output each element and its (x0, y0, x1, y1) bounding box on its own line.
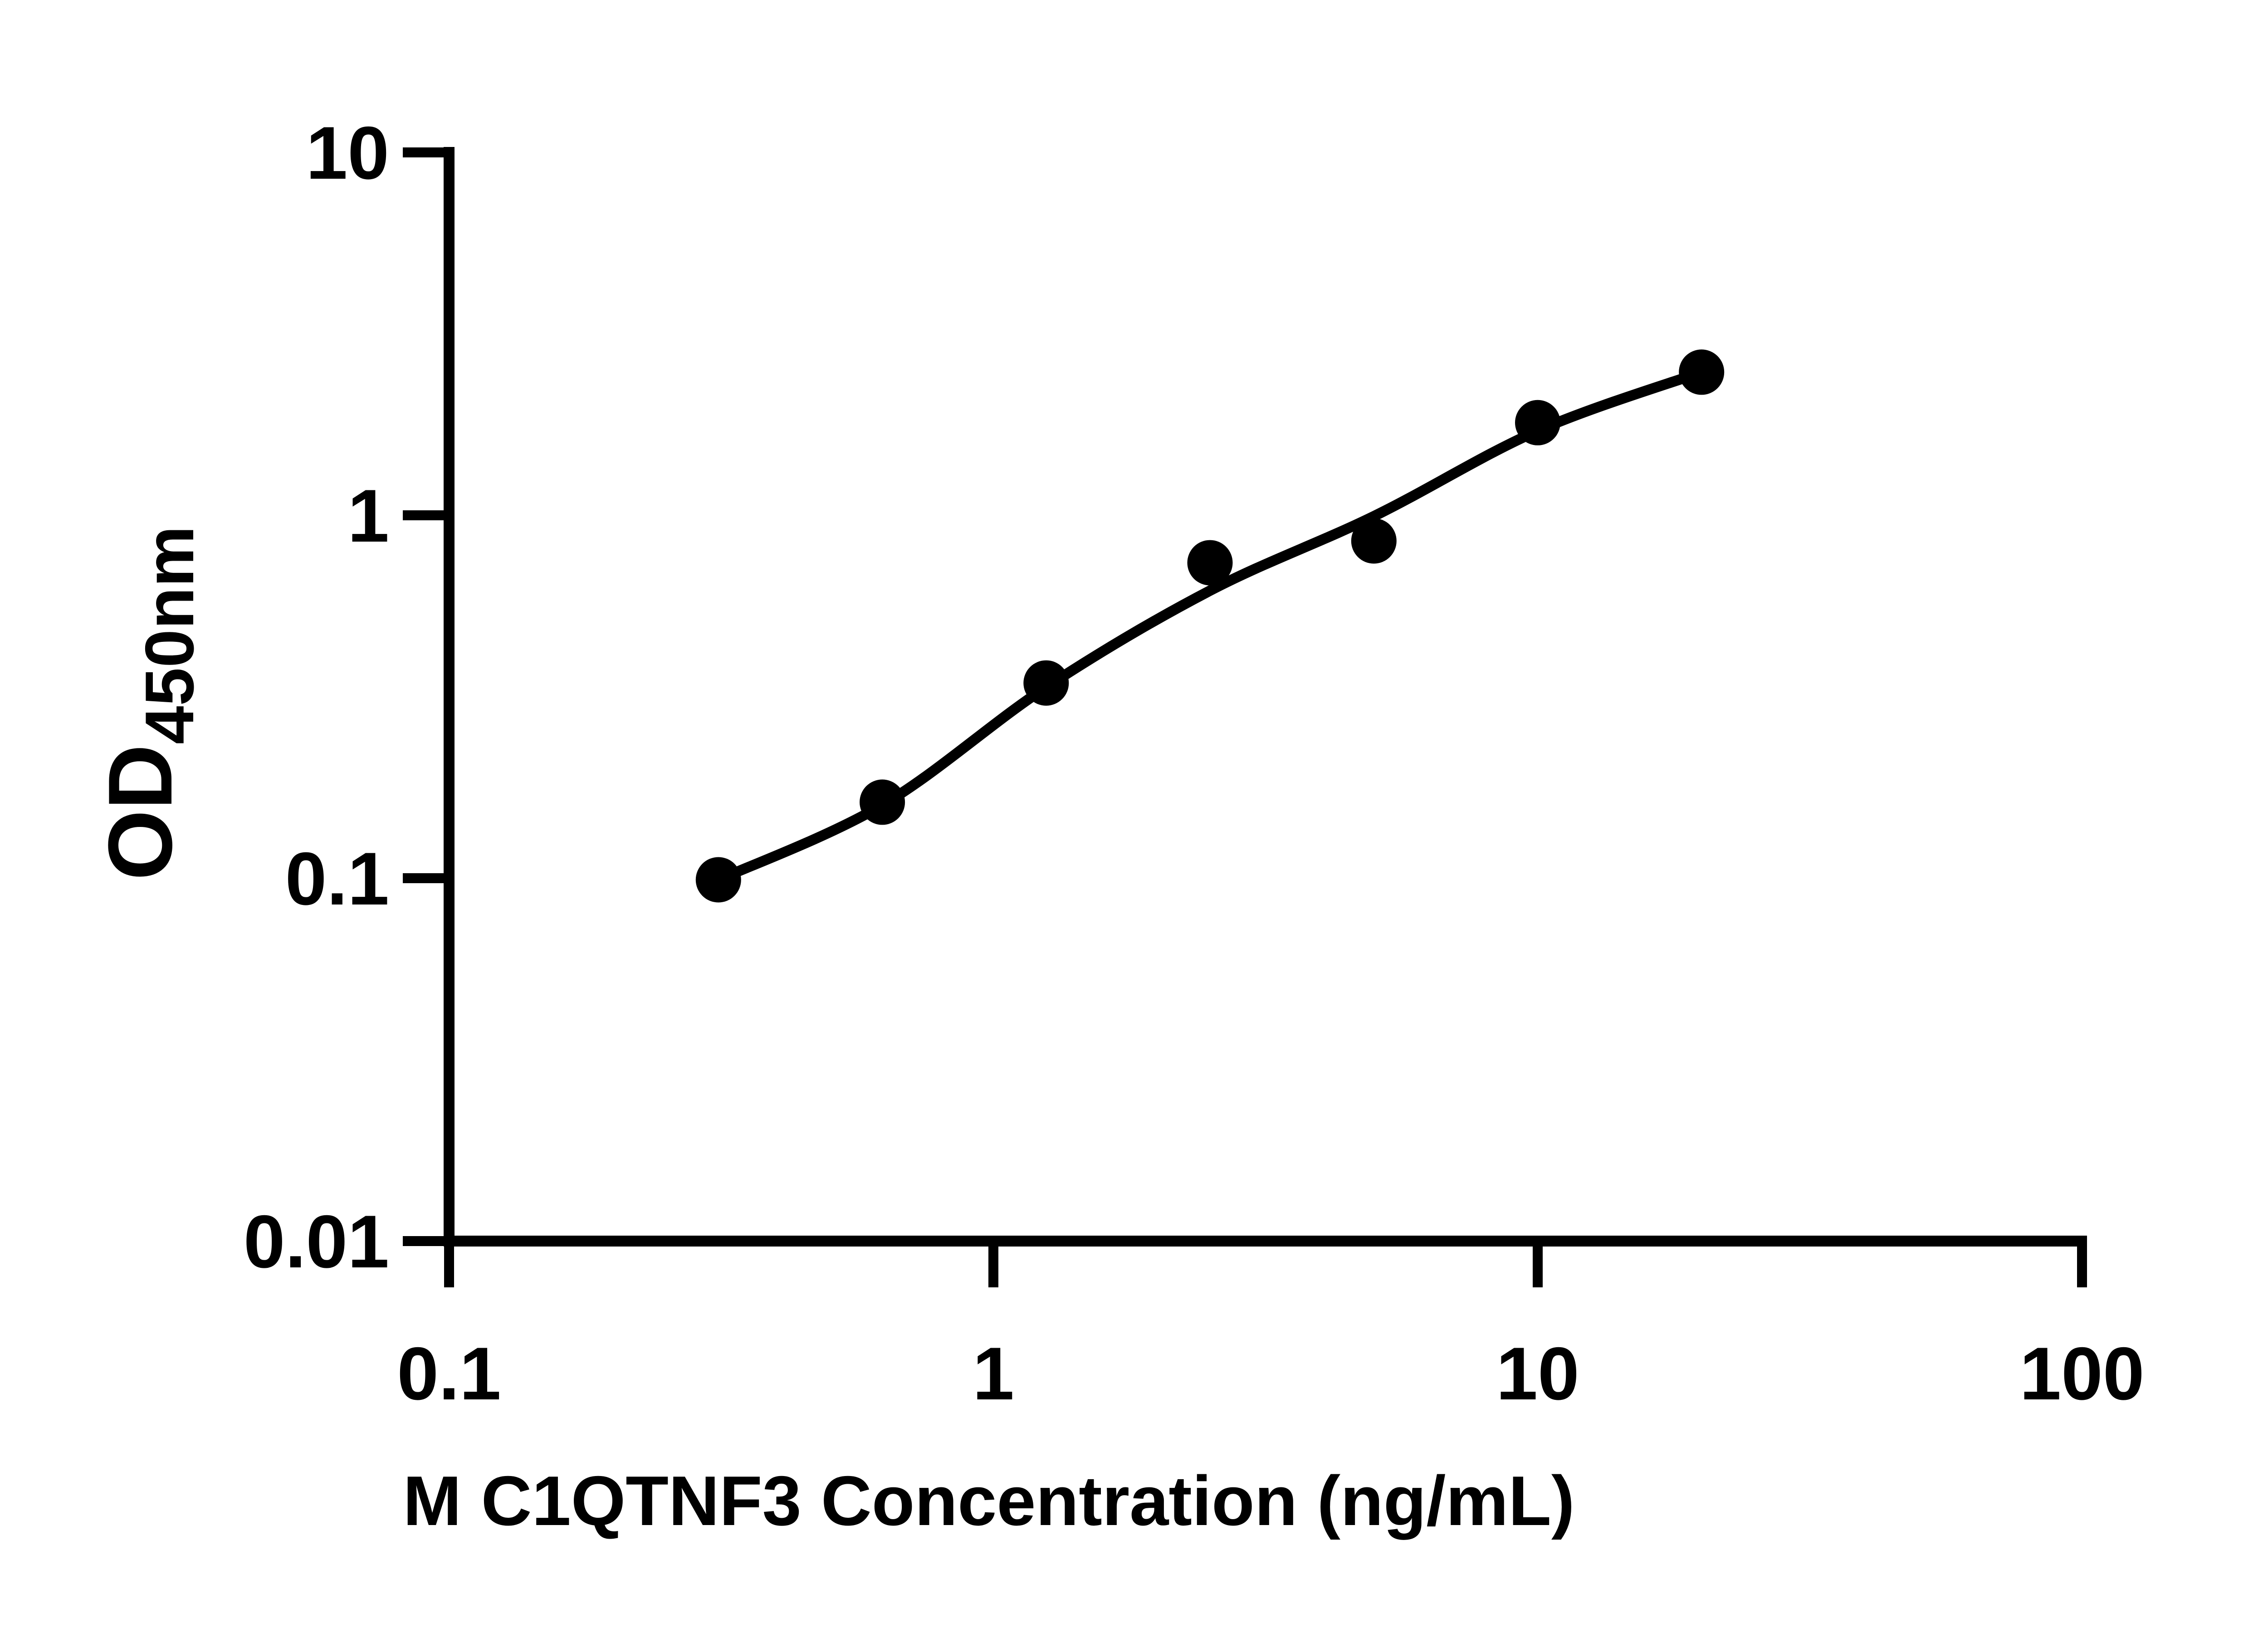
y-tick-label: 10 (306, 111, 389, 195)
y-axis-tick-labels: 10 1 0.1 0.01 (244, 111, 389, 1283)
y-axis-title-subscript: 450nm (131, 526, 208, 744)
y-axis-title: OD450nm (90, 526, 208, 880)
axes (444, 147, 2087, 1247)
x-tick-label: 100 (2019, 1332, 2144, 1415)
data-point (1351, 518, 1397, 564)
data-point (1515, 400, 1560, 445)
data-point (860, 779, 905, 825)
x-tick-label: 10 (1496, 1332, 1579, 1415)
y-tick-label: 0.01 (244, 1200, 389, 1283)
y-axis-ticks (403, 147, 449, 1246)
x-axis-ticks (444, 1241, 2087, 1287)
x-tick-label: 1 (973, 1332, 1014, 1415)
data-point (1679, 349, 1725, 395)
x-tick-label: 0.1 (397, 1332, 501, 1415)
data-point (695, 857, 741, 903)
x-axis-tick-labels: 0.1 1 10 100 (397, 1332, 2144, 1415)
x-axis-title: M C1QTNF3 Concentration (ng/mL) (403, 1462, 1574, 1540)
y-tick-label: 1 (347, 474, 389, 557)
series-standard-curve (695, 349, 1725, 903)
y-tick-label: 0.1 (285, 837, 389, 920)
y-axis-title-base: OD (90, 744, 191, 880)
data-point (1023, 660, 1069, 706)
data-point (1187, 540, 1233, 586)
